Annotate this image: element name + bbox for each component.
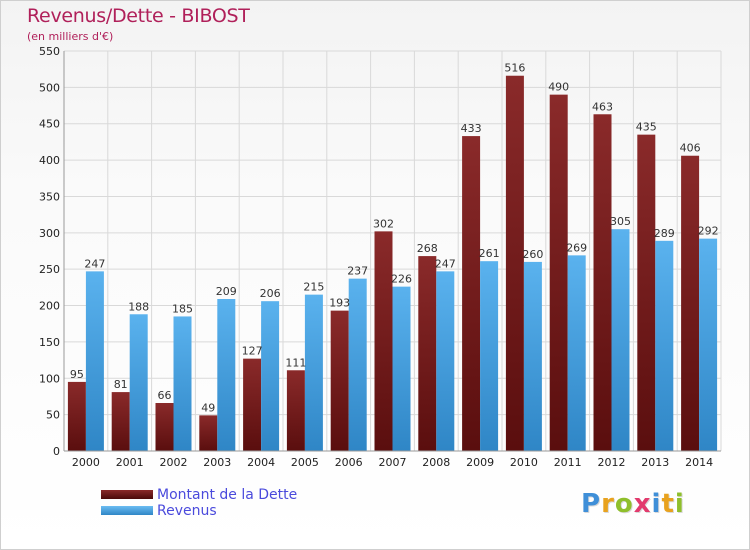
bar-revenus [567, 255, 586, 451]
data-label-dette: 302 [373, 217, 394, 230]
x-tick-label: 2007 [379, 456, 407, 469]
data-label-revenus: 260 [522, 248, 543, 261]
data-label-dette: 127 [242, 345, 263, 358]
y-tick-label: 350 [39, 190, 60, 203]
bar-revenus [655, 240, 674, 451]
bar-revenus [261, 301, 280, 451]
bar-dette [330, 310, 349, 451]
data-label-dette: 433 [461, 122, 482, 135]
x-tick-label: 2011 [554, 456, 582, 469]
bar-dette [243, 358, 262, 451]
data-label-dette: 49 [201, 401, 215, 414]
x-tick-label: 2009 [466, 456, 494, 469]
legend-swatch-revenus [101, 506, 153, 515]
data-label-revenus: 226 [391, 273, 412, 286]
x-tick-label: 2013 [641, 456, 669, 469]
data-label-revenus: 289 [654, 227, 675, 240]
legend-label-dette: Montant de la Dette [157, 487, 298, 503]
data-label-dette: 268 [417, 242, 438, 255]
bar-revenus [699, 238, 718, 451]
bar-revenus [85, 271, 104, 451]
x-tick-label: 2004 [247, 456, 275, 469]
y-tick-label: 100 [39, 372, 60, 385]
data-label-dette: 66 [158, 389, 172, 402]
bar-dette [637, 134, 656, 452]
x-tick-label: 2001 [116, 456, 144, 469]
bar-revenus [480, 261, 499, 451]
data-label-dette: 193 [329, 297, 350, 310]
bar-dette [155, 403, 174, 451]
bar-dette [593, 114, 612, 451]
legend-label-revenus: Revenus [157, 503, 217, 519]
data-label-revenus: 237 [347, 265, 368, 278]
bar-dette [67, 381, 86, 451]
data-label-revenus: 188 [128, 300, 149, 313]
data-label-revenus: 292 [698, 225, 719, 238]
data-label-dette: 81 [114, 378, 128, 391]
y-tick-label: 250 [39, 263, 60, 276]
data-label-dette: 463 [592, 100, 613, 113]
data-label-dette: 95 [70, 368, 84, 381]
x-tick-label: 2006 [335, 456, 363, 469]
data-label-revenus: 215 [303, 281, 324, 294]
data-label-revenus: 261 [479, 247, 500, 260]
data-label-revenus: 269 [566, 241, 587, 254]
x-tick-label: 2008 [422, 456, 450, 469]
y-tick-label: 150 [39, 336, 60, 349]
chart-subtitle: (en milliers d'€) [27, 30, 114, 43]
data-label-dette: 490 [548, 81, 569, 94]
y-tick-label: 550 [39, 45, 60, 58]
data-label-dette: 406 [680, 142, 701, 155]
data-label-revenus: 305 [610, 215, 631, 228]
data-label-revenus: 185 [172, 302, 193, 315]
x-tick-label: 2003 [203, 456, 231, 469]
x-tick-label: 2000 [72, 456, 100, 469]
x-tick-label: 2005 [291, 456, 319, 469]
bar-dette [549, 94, 568, 452]
bar-revenus [173, 316, 192, 451]
axis-layer: 0 50 100 150 200 250 300 350 400 450 500 550 2000 200… [39, 45, 721, 469]
bar-dette [681, 155, 700, 451]
bar-dette [505, 75, 524, 452]
data-label-dette: 516 [504, 62, 525, 75]
bar-revenus [348, 278, 367, 451]
bar-dette [418, 256, 437, 451]
bar-dette [286, 370, 305, 451]
legend-swatch-dette [101, 490, 153, 499]
data-label-dette: 111 [285, 356, 306, 369]
x-tick-label: 2010 [510, 456, 538, 469]
y-tick-label: 450 [39, 118, 60, 131]
bar-revenus [129, 314, 148, 451]
x-tick-label: 2002 [160, 456, 188, 469]
bar-revenus [611, 229, 630, 451]
y-tick-label: 300 [39, 227, 60, 240]
x-tick-label: 2014 [685, 456, 713, 469]
data-label-revenus: 247 [84, 257, 105, 270]
bar-dette [111, 392, 130, 451]
data-label-revenus: 206 [260, 287, 281, 300]
chart-title: Revenus/Dette - BIBOST [27, 5, 250, 27]
bar-revenus [217, 299, 236, 451]
y-tick-label: 400 [39, 154, 60, 167]
x-tick-label: 2012 [598, 456, 626, 469]
bar-dette [374, 231, 393, 451]
bar-dette [199, 415, 218, 451]
y-tick-label: 200 [39, 300, 60, 313]
data-label-revenus: 209 [216, 285, 237, 298]
proxiti-logo: Proxiti [581, 489, 685, 519]
y-tick-label: 500 [39, 81, 60, 94]
data-label-dette: 435 [636, 121, 657, 134]
y-tick-label: 50 [46, 409, 60, 422]
labels-layer: 95 247 81 188 66 185 49 209 127 206 111 215 193 237 30… [70, 62, 719, 415]
bar-revenus [436, 271, 455, 451]
bar-revenus [392, 286, 411, 451]
y-tick-label: 0 [53, 445, 60, 458]
bars-layer [67, 75, 718, 452]
bar-revenus [523, 261, 542, 451]
bar-revenus [304, 294, 323, 451]
data-label-revenus: 247 [435, 257, 456, 270]
bar-dette [462, 136, 481, 451]
